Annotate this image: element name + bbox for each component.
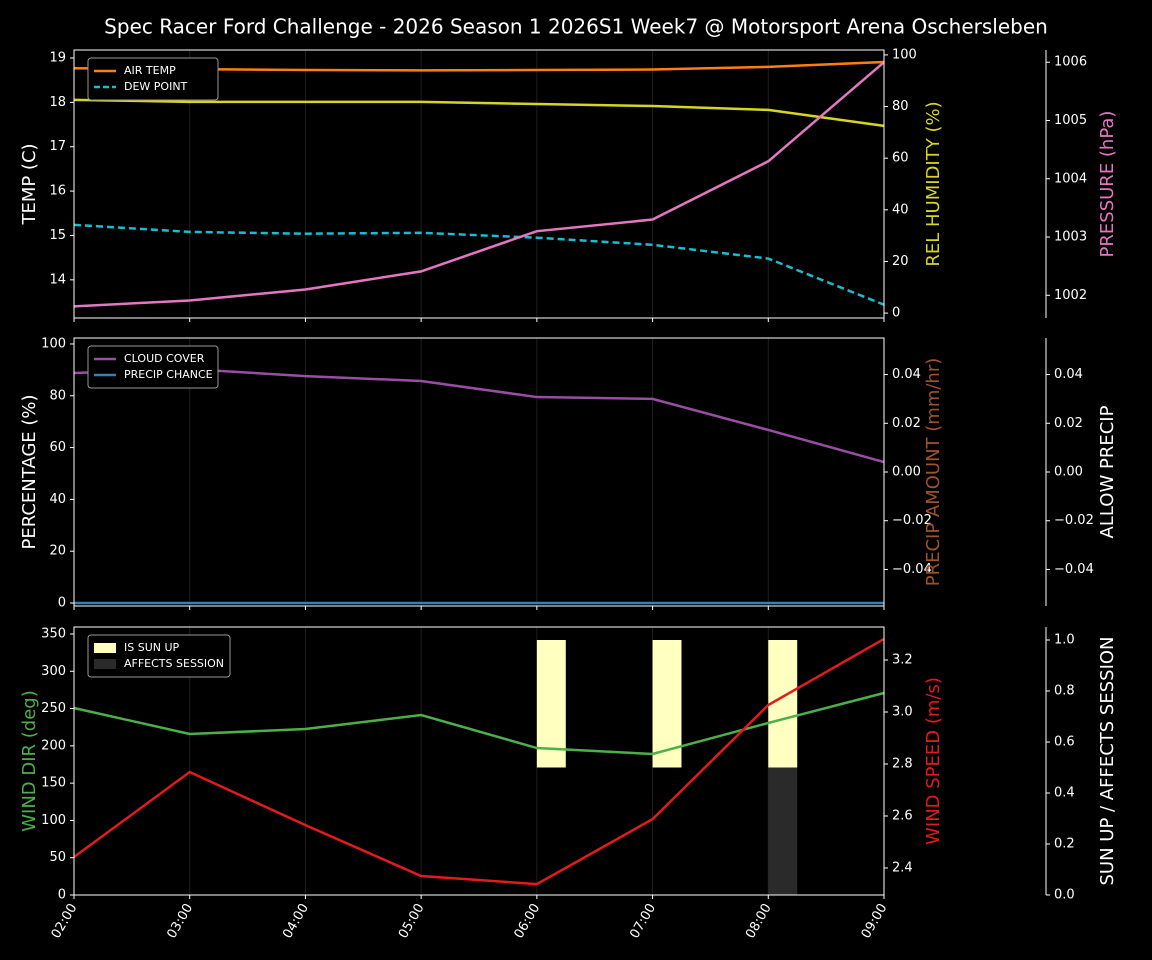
legend-box [87,57,219,101]
y3-axis-label: PRESSURE (hPa) [1097,111,1118,258]
y3-tick-label: 0.04 [1054,367,1083,382]
y-tick-label: 0 [58,595,66,610]
series-line [73,637,885,886]
legend-label: AFFECTS SESSION [124,657,224,670]
y2-tick-label: 2.4 [892,860,913,875]
y3-tick-label: 0.8 [1054,684,1075,699]
y2-tick-label: 2.8 [892,756,913,771]
series-line [73,61,885,308]
legend-swatch [94,659,116,669]
y3-tick-label: 0.00 [1054,465,1083,480]
y3-tick-label: 0.6 [1054,735,1075,750]
y-axis-label: TEMP (C) [19,143,40,225]
y2-tick-label: 100 [892,47,917,62]
series-line [73,223,885,306]
y2-axis-label: WIND SPEED (m/s) [923,677,944,845]
legend-box [87,345,219,389]
y3-tick-label: 1.0 [1054,633,1075,648]
series-line [73,98,885,128]
y-tick-label: 100 [41,813,66,828]
y2-tick-label: 3.0 [892,705,913,720]
y-tick-label: 250 [41,701,66,716]
y3-tick-label: 1002 [1054,288,1087,303]
series-line [73,691,885,756]
y2-axis-label: REL HUMIDITY (%) [923,101,944,266]
y-tick-label: 350 [41,627,66,642]
y2-axis-label: PRECIP AMOUNT (mm/hr) [923,358,944,587]
y2-tick-label: 80 [892,99,909,114]
y2-tick-label: −0.02 [892,513,932,528]
legend-label: CLOUD COVER [124,352,205,365]
y2-tick-label: 60 [892,151,909,166]
y3-axis-label: SUN UP / AFFECTS SESSION [1097,636,1118,885]
plot-frame [73,626,885,896]
y-tick-label: 50 [49,850,66,865]
legend-label: AIR TEMP [124,64,176,77]
y3-tick-label: −0.02 [1054,513,1094,528]
y3-tick-label: 0.4 [1054,786,1075,801]
y-tick-label: 14 [49,272,66,287]
y2-tick-label: 20 [892,254,909,269]
plot-frame [73,337,885,607]
legend-label: PRECIP CHANCE [124,368,213,381]
y2-tick-label: 2.6 [892,808,913,823]
y2-tick-label: −0.04 [892,562,932,577]
y-tick-label: 20 [49,544,66,559]
bar [768,767,798,895]
y-tick-label: 80 [49,388,66,403]
legend-label: DEW POINT [124,80,188,93]
plot-frame [73,49,885,319]
y2-tick-label: 0.00 [892,465,921,480]
y-tick-label: 17 [49,139,66,154]
y3-axis-label: ALLOW PRECIP [1097,405,1118,538]
y-tick-label: 300 [41,664,66,679]
y-tick-label: 40 [49,492,66,507]
y-axis-label: PERCENTAGE (%) [19,394,40,549]
y3-tick-label: 0.0 [1054,888,1075,903]
chart-title: Spec Racer Ford Challenge - 2026 Season … [104,15,1048,39]
y-tick-label: 19 [49,50,66,65]
y3-tick-label: 1003 [1054,230,1087,245]
legend-label: IS SUN UP [124,641,180,654]
y-tick-label: 60 [49,440,66,455]
y3-tick-label: 0.02 [1054,416,1083,431]
y-tick-label: 0 [58,888,66,903]
y-tick-label: 18 [49,95,66,110]
y-tick-label: 200 [41,738,66,753]
y2-tick-label: 3.2 [892,653,913,668]
y-axis-label: WIND DIR (deg) [19,690,40,832]
bar [536,640,566,768]
y3-tick-label: 1006 [1054,55,1087,70]
y2-tick-label: 0 [892,306,900,321]
y-tick-label: 150 [41,776,66,791]
y2-tick-label: 0.02 [892,416,921,431]
y2-tick-label: 0.04 [892,367,921,382]
y3-tick-label: −0.04 [1054,562,1094,577]
y-tick-label: 15 [49,228,66,243]
bar [768,640,798,768]
y2-tick-label: 40 [892,202,909,217]
y3-tick-label: 1005 [1054,113,1087,128]
y3-tick-label: 0.2 [1054,837,1075,852]
legend-swatch [94,643,116,653]
y3-tick-label: 1004 [1054,171,1087,186]
y-tick-label: 100 [41,336,66,351]
y-tick-label: 16 [49,184,66,199]
legend-box [87,634,231,678]
